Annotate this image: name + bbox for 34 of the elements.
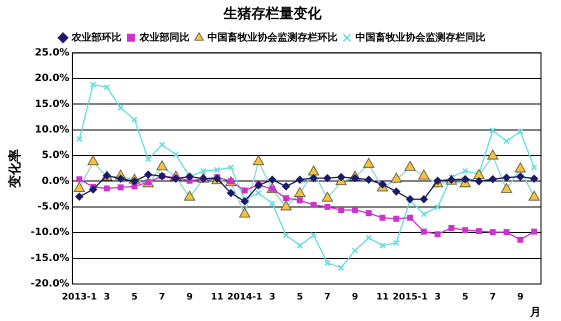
y-axis-title: 变化率 bbox=[7, 148, 24, 189]
x-tick-label: 11 bbox=[210, 292, 224, 303]
x-tick-label: 11 bbox=[376, 292, 389, 303]
legend-label: 农业部环比 bbox=[70, 31, 122, 44]
x-tick-label: 3 bbox=[104, 292, 110, 303]
chart-title: 生猪存栏量变化 bbox=[222, 5, 322, 22]
x-tick-label: 9 bbox=[352, 292, 358, 303]
y-tick-label: 20.0% bbox=[34, 73, 70, 84]
y-tick-label: 0.0% bbox=[42, 176, 70, 187]
y-tick-label: 5.0% bbox=[42, 150, 70, 162]
y-tick-label: 25.0% bbox=[34, 47, 70, 58]
x-tick-label: 5 bbox=[131, 292, 138, 303]
x-axis-title: 月 bbox=[529, 305, 541, 318]
y-tick-label: -20.0% bbox=[30, 278, 70, 290]
legend-label: 农业部同比 bbox=[138, 31, 190, 44]
x-tick-label: 5 bbox=[296, 292, 303, 303]
x-tick-label: 3 bbox=[434, 292, 441, 303]
x-tick-label: 7 bbox=[158, 292, 166, 303]
x-tick-label: 7 bbox=[490, 292, 496, 303]
x-tick-label: 5 bbox=[462, 292, 468, 303]
y-tick-label: -10.0% bbox=[30, 227, 70, 238]
x-tick-label: 2015-1 bbox=[392, 292, 428, 303]
x-tick-label: 9 bbox=[517, 292, 524, 303]
legend-label: 中国畜牧业协会监测存栏同比 bbox=[356, 31, 486, 44]
x-tick-label: 2014-1 bbox=[227, 292, 262, 303]
x-tick-label: 9 bbox=[186, 292, 193, 303]
y-tick-label: -5.0% bbox=[38, 202, 70, 213]
legend-label: 中国畜牧业协会监测存栏环比 bbox=[208, 31, 338, 44]
y-tick-label: 10.0% bbox=[34, 124, 70, 136]
x-tick-label: 2013-1 bbox=[62, 292, 97, 303]
x-tick-label: 7 bbox=[324, 292, 331, 303]
y-tick-label: 15.0% bbox=[34, 98, 70, 110]
x-tick-label: 3 bbox=[269, 292, 276, 303]
y-tick-label: -15.0% bbox=[30, 252, 70, 264]
